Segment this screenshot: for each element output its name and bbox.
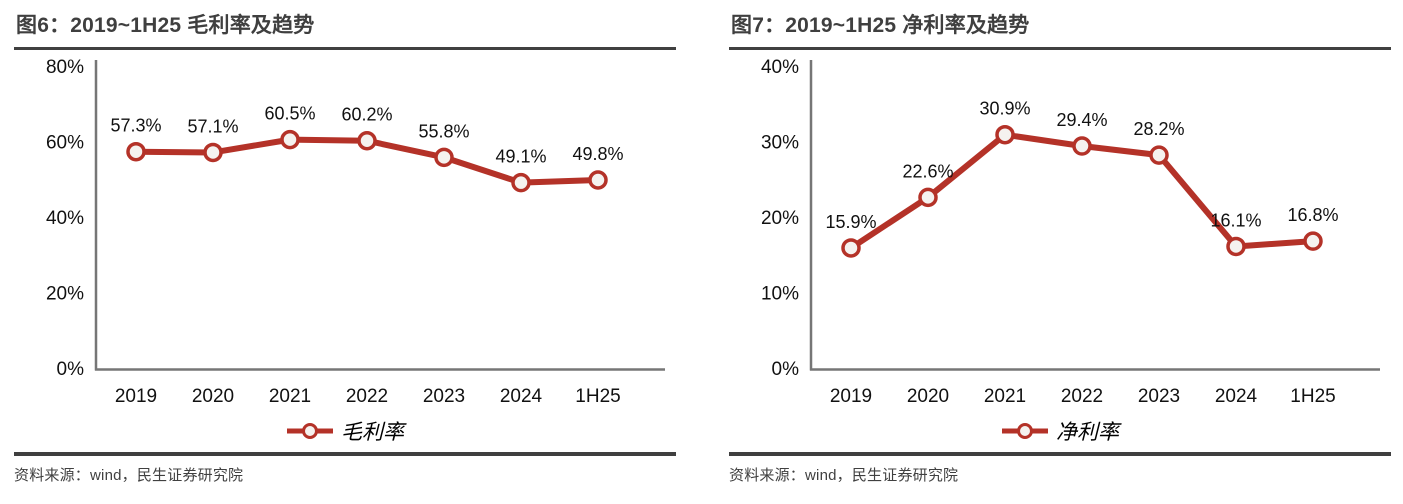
figure6-bottom-rule <box>14 452 676 456</box>
data-label: 28.2% <box>1133 119 1184 139</box>
figure7-title: 图7：2019~1H25 净利率及趋势 <box>729 0 1391 50</box>
y-tick-label: 20% <box>761 208 799 229</box>
data-label: 57.3% <box>110 116 161 136</box>
data-point-marker <box>434 147 454 168</box>
x-tick-label: 2022 <box>1061 386 1103 407</box>
y-tick-label: 80% <box>46 57 84 78</box>
report-figures-row: 图6：2019~1H25 毛利率及趋势 0% 20% 40% 60% 80% 2019 20… <box>14 0 1391 485</box>
figure6-legend-label: 毛利率 <box>341 420 404 444</box>
data-point-marker <box>1149 145 1169 165</box>
figure7-legend-label: 净利率 <box>1056 420 1119 444</box>
data-label: 60.5% <box>264 104 315 124</box>
y-tick-label: 60% <box>46 133 84 154</box>
x-tick-label: 2023 <box>1138 386 1180 407</box>
figure6-title: 图6：2019~1H25 毛利率及趋势 <box>14 0 676 50</box>
data-point-marker <box>918 187 938 208</box>
data-point-marker <box>1226 236 1246 257</box>
x-tick-label: 2019 <box>115 386 157 407</box>
y-tick-label: 30% <box>761 133 799 154</box>
x-tick-label: 2021 <box>984 386 1026 407</box>
y-tick-label: 40% <box>761 57 799 78</box>
x-tick-label: 2020 <box>192 386 234 407</box>
figure7-panel: 图7：2019~1H25 净利率及趋势 0% 10% 20% 30% 40% 2019 20… <box>729 0 1391 485</box>
x-tick-label: 2023 <box>423 386 465 407</box>
figure6-line-chart: 0% 20% 40% 60% 80% 2019 2020 2021 2022 2023 2024 1H… <box>46 57 665 407</box>
figure6-panel: 图6：2019~1H25 毛利率及趋势 0% 20% 40% 60% 80% 2019 20… <box>14 0 676 485</box>
y-tick-label: 20% <box>46 284 84 305</box>
figure6-legend: 毛利率 <box>14 410 676 452</box>
x-tick-label: 2021 <box>269 386 311 407</box>
data-point-marker <box>841 238 861 258</box>
figure7-line-chart: 0% 10% 20% 30% 40% 2019 2020 2021 2022 2023 2024 1H… <box>761 57 1380 407</box>
y-tick-label: 0% <box>57 359 85 380</box>
x-tick-label: 2019 <box>830 386 872 407</box>
data-label: 16.8% <box>1287 205 1338 225</box>
data-label: 29.4% <box>1056 110 1107 130</box>
data-point-marker <box>511 172 531 193</box>
x-tick-label: 2020 <box>907 386 949 407</box>
data-point-marker <box>1072 136 1092 156</box>
figure7-bottom-rule <box>729 452 1391 456</box>
data-label: 49.8% <box>572 144 623 164</box>
data-label: 49.1% <box>495 147 546 167</box>
data-label: 57.1% <box>187 116 238 136</box>
data-point-marker <box>1303 231 1323 251</box>
x-tick-label: 2024 <box>1215 386 1258 407</box>
x-tick-label: 1H25 <box>575 386 620 407</box>
y-tick-label: 0% <box>772 359 800 380</box>
x-tick-label: 2022 <box>346 386 388 407</box>
line-marker-icon <box>1002 423 1048 439</box>
line-marker-icon <box>287 423 333 439</box>
data-label: 60.2% <box>341 105 392 125</box>
x-tick-label: 2024 <box>500 386 543 407</box>
data-point-marker <box>995 124 1015 145</box>
data-point-marker <box>280 129 300 150</box>
figure7-source: 资料来源：wind，民生证券研究院 <box>729 467 959 484</box>
data-point-marker <box>357 130 377 151</box>
x-tick-label: 1H25 <box>1290 386 1335 407</box>
data-point-marker <box>203 142 223 163</box>
data-label: 15.9% <box>825 212 876 232</box>
data-label: 16.1% <box>1210 210 1261 230</box>
y-tick-label: 10% <box>761 284 799 305</box>
data-point-marker <box>126 141 146 162</box>
y-tick-label: 40% <box>46 208 84 229</box>
figure7-legend: 净利率 <box>729 410 1391 452</box>
data-label: 55.8% <box>418 121 469 141</box>
data-point-marker <box>588 170 608 190</box>
data-label: 22.6% <box>902 161 953 181</box>
data-label: 30.9% <box>979 99 1030 119</box>
figure6-source: 资料来源：wind，民生证券研究院 <box>14 467 244 484</box>
